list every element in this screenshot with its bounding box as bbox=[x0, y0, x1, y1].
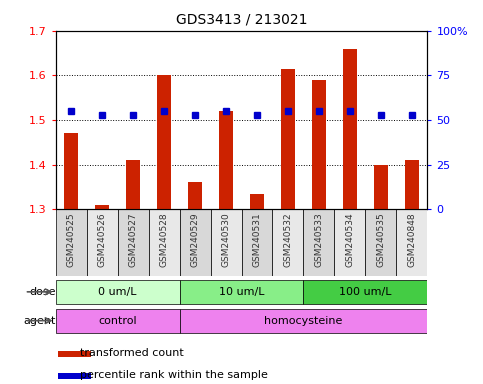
Bar bbox=[272, 209, 303, 276]
Text: GSM240526: GSM240526 bbox=[98, 213, 107, 267]
Bar bbox=[157, 75, 171, 209]
Bar bbox=[250, 194, 264, 209]
Bar bbox=[180, 280, 303, 304]
Bar bbox=[86, 209, 117, 276]
Text: 0 um/L: 0 um/L bbox=[98, 287, 137, 297]
Bar bbox=[405, 160, 419, 209]
Text: GSM240534: GSM240534 bbox=[345, 213, 355, 267]
Text: GSM240530: GSM240530 bbox=[222, 213, 230, 267]
Text: GSM240525: GSM240525 bbox=[67, 213, 75, 267]
Bar bbox=[188, 182, 202, 209]
Text: 100 um/L: 100 um/L bbox=[339, 287, 392, 297]
Text: GSM240533: GSM240533 bbox=[314, 213, 324, 267]
Bar bbox=[95, 205, 109, 209]
Bar bbox=[56, 309, 180, 333]
Bar bbox=[149, 209, 180, 276]
Text: GSM240535: GSM240535 bbox=[376, 213, 385, 267]
Bar bbox=[64, 133, 78, 209]
Bar bbox=[281, 69, 295, 209]
Text: percentile rank within the sample: percentile rank within the sample bbox=[80, 370, 268, 380]
Bar bbox=[303, 280, 427, 304]
Text: dose: dose bbox=[29, 287, 56, 297]
Text: control: control bbox=[98, 316, 137, 326]
Text: 10 um/L: 10 um/L bbox=[219, 287, 264, 297]
Bar bbox=[219, 111, 233, 209]
Text: transformed count: transformed count bbox=[80, 348, 184, 358]
Text: agent: agent bbox=[23, 316, 56, 326]
Bar bbox=[58, 351, 91, 357]
Text: GSM240527: GSM240527 bbox=[128, 213, 138, 267]
Text: homocysteine: homocysteine bbox=[264, 316, 342, 326]
Bar bbox=[180, 209, 211, 276]
Bar bbox=[211, 209, 242, 276]
Bar bbox=[312, 80, 326, 209]
Bar bbox=[397, 209, 427, 276]
Bar bbox=[242, 209, 272, 276]
Text: GSM240532: GSM240532 bbox=[284, 213, 293, 267]
Bar bbox=[180, 309, 427, 333]
Text: GSM240848: GSM240848 bbox=[408, 213, 416, 267]
Bar bbox=[56, 280, 180, 304]
Bar bbox=[58, 373, 91, 379]
Bar bbox=[343, 49, 357, 209]
Bar bbox=[56, 209, 86, 276]
Text: GSM240528: GSM240528 bbox=[159, 213, 169, 267]
Bar bbox=[374, 165, 388, 209]
Bar bbox=[366, 209, 397, 276]
Text: GSM240529: GSM240529 bbox=[190, 213, 199, 267]
Bar bbox=[126, 160, 140, 209]
Text: GSM240531: GSM240531 bbox=[253, 213, 261, 267]
Bar bbox=[303, 209, 334, 276]
Title: GDS3413 / 213021: GDS3413 / 213021 bbox=[176, 13, 307, 27]
Bar bbox=[117, 209, 149, 276]
Bar bbox=[334, 209, 366, 276]
